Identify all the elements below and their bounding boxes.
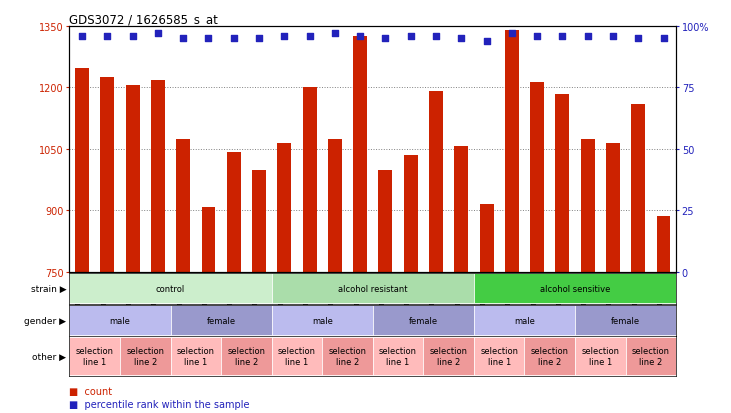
Bar [474,306,575,335]
Point [582,33,594,40]
Bar [322,337,373,375]
Bar [373,337,423,375]
Bar [202,208,216,272]
Point [430,33,442,40]
Point [455,36,467,43]
Point [202,36,214,43]
Text: female: female [611,316,640,325]
Bar [176,140,190,272]
Bar [474,337,525,375]
Bar [303,88,317,272]
Bar [221,337,272,375]
Bar [505,31,519,272]
Bar [277,143,291,272]
Point [379,36,391,43]
Text: strain ▶: strain ▶ [31,284,67,293]
Point [658,36,670,43]
Bar [272,337,322,375]
Bar [227,152,240,272]
Point [228,36,240,43]
Bar [580,139,594,272]
Point [556,33,568,40]
Bar [328,139,342,272]
Text: other ▶: other ▶ [32,352,67,361]
Bar [530,83,544,272]
Text: selection
line 1: selection line 1 [379,347,417,366]
Text: control: control [156,284,185,293]
Text: selection
line 2: selection line 2 [328,347,366,366]
Point [178,36,189,43]
Bar [404,156,417,272]
Bar [126,86,140,272]
Text: male: male [312,316,333,325]
Bar [69,306,170,335]
Text: selection
line 2: selection line 2 [126,347,164,366]
Point [355,33,366,40]
Text: female: female [409,316,438,325]
Bar [170,337,221,375]
Bar [120,337,170,375]
Bar [373,306,474,335]
Bar [556,95,569,272]
Bar [272,306,373,335]
Bar [151,81,165,272]
Text: selection
line 2: selection line 2 [227,347,265,366]
Point [253,36,265,43]
Text: male: male [514,316,535,325]
Point [531,33,543,40]
Text: alcohol resistant: alcohol resistant [338,284,408,293]
Text: male: male [110,316,130,325]
Text: gender ▶: gender ▶ [24,316,67,325]
Point [279,33,290,40]
Text: ■  percentile rank within the sample: ■ percentile rank within the sample [69,399,250,408]
Bar [379,171,393,272]
Point [304,33,316,40]
Bar [626,337,676,375]
Point [126,33,138,40]
Text: selection
line 1: selection line 1 [76,347,114,366]
Bar [75,69,89,272]
Text: GDS3072 / 1626585_s_at: GDS3072 / 1626585_s_at [69,13,219,26]
Text: selection
line 2: selection line 2 [632,347,670,366]
Text: selection
line 1: selection line 1 [480,347,518,366]
Bar [69,273,272,303]
Text: alcohol sensitive: alcohol sensitive [540,284,610,293]
Bar [606,143,620,272]
Bar [480,205,493,272]
Text: selection
line 1: selection line 1 [278,347,316,366]
Text: female: female [207,316,235,325]
Point [152,31,164,38]
Bar [575,337,626,375]
Point [632,36,644,43]
Bar [632,104,645,272]
Bar [474,273,676,303]
Point [405,33,417,40]
Point [506,31,518,38]
Point [329,31,341,38]
Bar [100,78,114,272]
Bar [170,306,272,335]
Bar [524,337,575,375]
Bar [272,273,474,303]
Bar [353,37,367,272]
Text: ■  count: ■ count [69,386,113,396]
Bar [656,216,670,272]
Point [481,38,493,45]
Point [76,33,88,40]
Bar [455,146,469,272]
Text: selection
line 1: selection line 1 [581,347,619,366]
Text: selection
line 2: selection line 2 [531,347,569,366]
Bar [423,337,474,375]
Point [102,33,113,40]
Bar [69,337,120,375]
Text: selection
line 1: selection line 1 [177,347,215,366]
Text: selection
line 2: selection line 2 [430,347,468,366]
Point [607,33,619,40]
Bar [575,306,676,335]
Bar [429,92,443,272]
Bar [252,171,266,272]
